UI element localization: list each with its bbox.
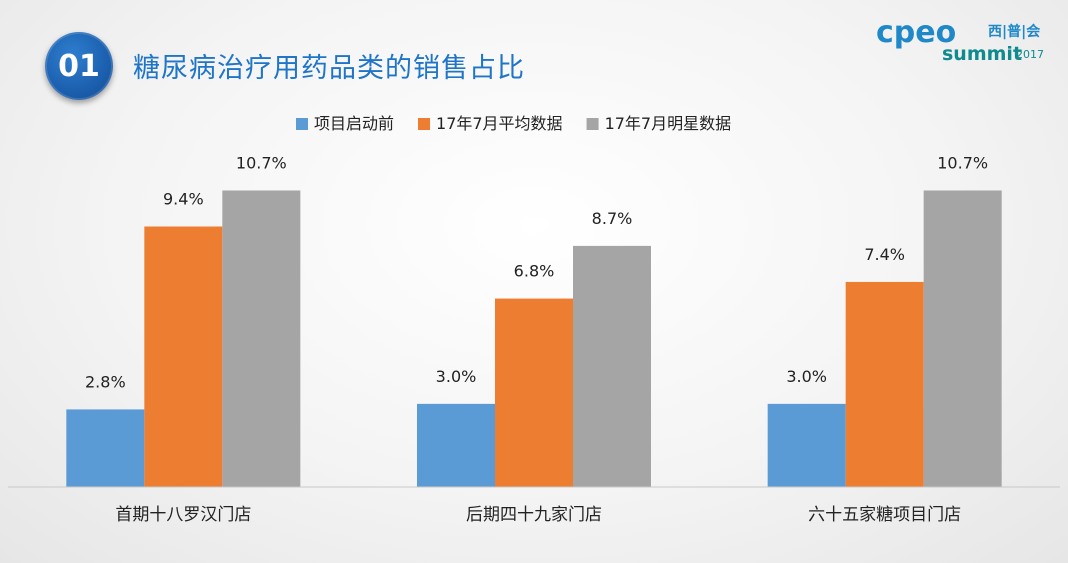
page-title: 糖尿病治疗用药品类的销售占比 bbox=[133, 53, 525, 84]
logo-cn: 西|普|会 bbox=[988, 23, 1041, 40]
bar bbox=[144, 226, 223, 487]
data-label: 7.4% bbox=[864, 245, 905, 264]
section-number-badge: 01 bbox=[45, 32, 113, 100]
logo-sub: summit bbox=[942, 43, 1022, 65]
logo-year: 2017 bbox=[1016, 48, 1044, 61]
data-label: 9.4% bbox=[163, 190, 204, 209]
logo-brand: cpeo bbox=[876, 16, 956, 50]
cpeo-summit-logo: cpeo 西|普|会 summit 2017 bbox=[876, 16, 1044, 65]
bar bbox=[495, 298, 573, 487]
x-tick-label: 首期十八罗汉门店 bbox=[115, 505, 251, 525]
bar bbox=[845, 281, 924, 487]
legend-swatch bbox=[296, 118, 308, 130]
legend-swatch bbox=[586, 118, 599, 130]
x-tick-label: 后期四十九家门店 bbox=[466, 505, 602, 525]
bar bbox=[923, 190, 1002, 488]
data-label: 10.7% bbox=[236, 153, 287, 172]
legend-label: 项目启动前 bbox=[314, 114, 394, 133]
bar bbox=[222, 190, 301, 488]
data-label: 10.7% bbox=[937, 153, 988, 172]
data-label: 8.7% bbox=[592, 209, 633, 228]
legend-label: 17年7月明星数据 bbox=[605, 114, 732, 133]
bar bbox=[66, 409, 145, 487]
data-label: 3.0% bbox=[786, 367, 827, 386]
data-label: 3.0% bbox=[436, 367, 477, 386]
data-label: 6.8% bbox=[514, 262, 555, 281]
bar bbox=[573, 245, 651, 487]
legend-swatch bbox=[418, 118, 431, 130]
data-label: 2.8% bbox=[85, 372, 126, 391]
bar bbox=[767, 403, 846, 487]
x-tick-label: 六十五家糖项目门店 bbox=[808, 505, 961, 525]
legend-label: 17年7月平均数据 bbox=[436, 114, 563, 133]
bar bbox=[417, 403, 495, 487]
